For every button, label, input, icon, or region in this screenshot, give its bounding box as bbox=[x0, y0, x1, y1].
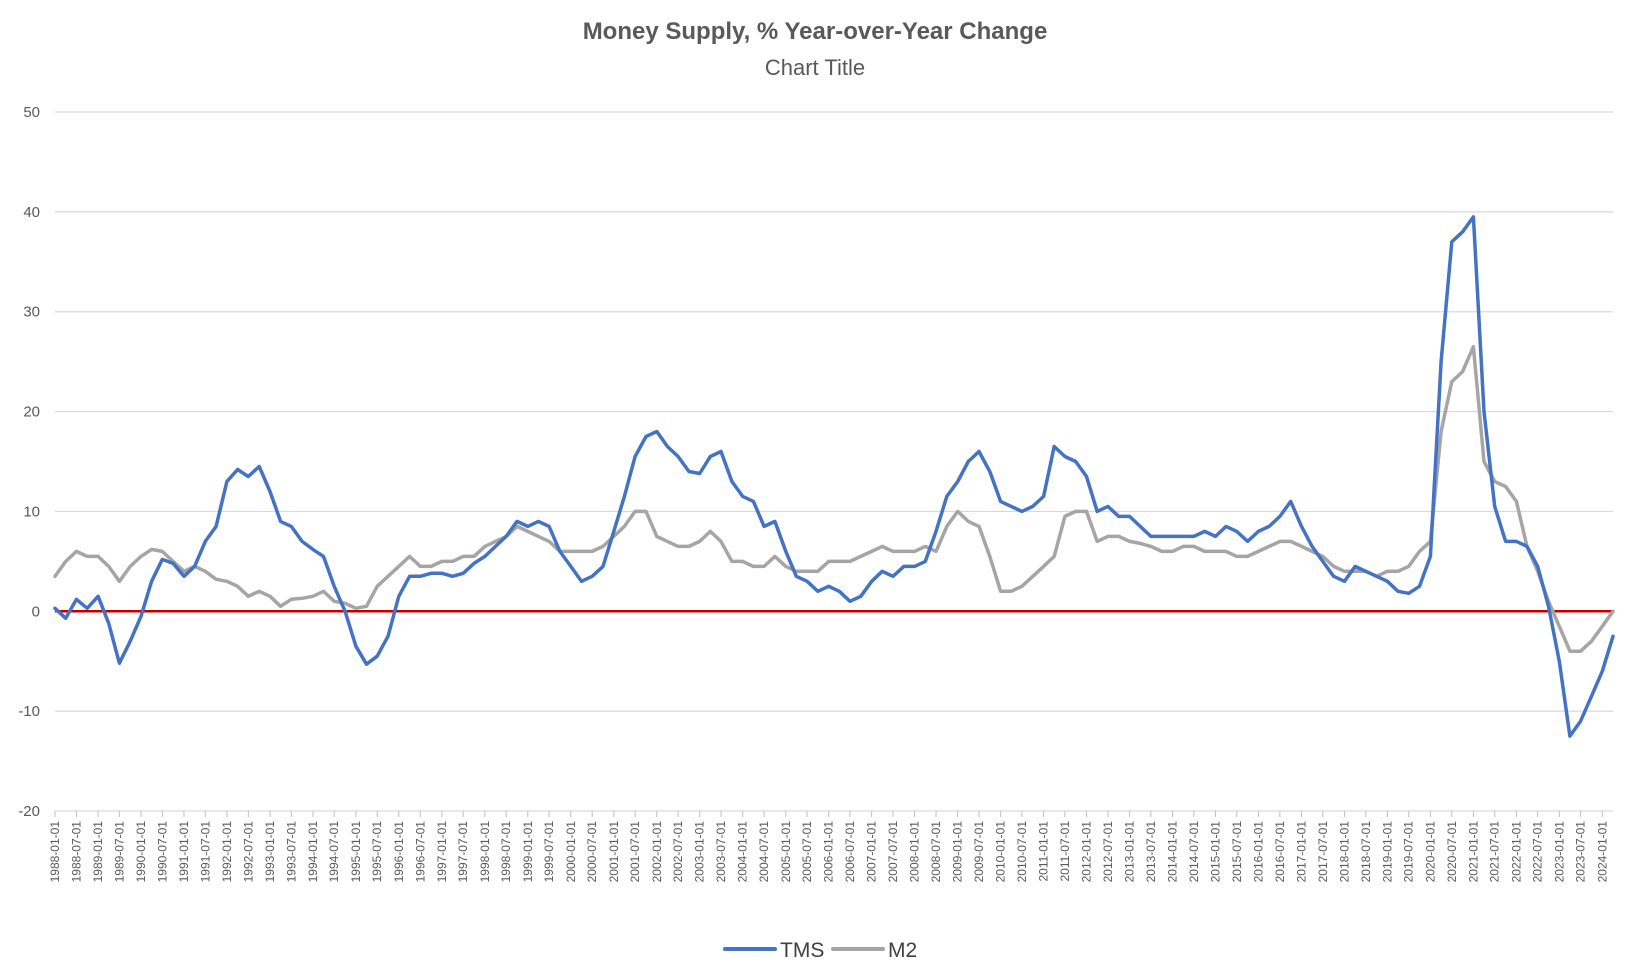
x-tick-label: 2004-01-01 bbox=[736, 821, 750, 883]
x-tick-label: 2021-01-01 bbox=[1466, 821, 1480, 883]
x-tick-label: 1997-07-01 bbox=[456, 821, 470, 883]
x-tick-label: 2016-01-01 bbox=[1251, 821, 1265, 883]
series-lines bbox=[53, 215, 1615, 738]
x-tick-label: 1996-01-01 bbox=[392, 821, 406, 883]
x-tick-label: 2017-07-01 bbox=[1316, 821, 1330, 883]
x-tick-label: 2013-07-01 bbox=[1144, 821, 1158, 883]
x-tick-label: 2016-07-01 bbox=[1273, 821, 1287, 883]
x-tick-label: 2004-07-01 bbox=[757, 821, 771, 883]
y-tick-label: 20 bbox=[23, 404, 40, 421]
x-tick-label: 1999-07-01 bbox=[542, 821, 556, 883]
x-tick-label: 2005-07-01 bbox=[800, 821, 814, 883]
legend: TMS M2 bbox=[723, 939, 917, 962]
x-tick-label: 2024-01-01 bbox=[1595, 821, 1609, 883]
x-tick-label: 1990-07-01 bbox=[155, 821, 169, 883]
y-tick-label: 0 bbox=[32, 603, 40, 620]
x-tick-label: 2003-01-01 bbox=[693, 821, 707, 883]
y-tick-label: 40 bbox=[23, 204, 40, 221]
x-axis: 1988-01-01 1988-07-01 1989-01-01 1989-07-01… bbox=[48, 811, 1609, 882]
x-tick-label: 2014-01-01 bbox=[1166, 821, 1180, 883]
x-tick-label: 2008-01-01 bbox=[908, 821, 922, 883]
x-tick-label: 1988-01-01 bbox=[48, 821, 62, 883]
legend-label-m2: M2 bbox=[888, 939, 917, 962]
x-tick-label: 1989-01-01 bbox=[91, 821, 105, 883]
x-tick-label: 2010-01-01 bbox=[994, 821, 1008, 883]
x-tick-label: 2000-07-01 bbox=[585, 821, 599, 883]
x-tick-label: 2005-01-01 bbox=[779, 821, 793, 883]
x-tick-label: 2019-07-01 bbox=[1402, 821, 1416, 883]
x-tick-label: 1995-01-01 bbox=[349, 821, 363, 883]
x-tick-label: 2019-01-01 bbox=[1380, 821, 1394, 883]
x-tick-label: 2020-01-01 bbox=[1423, 821, 1437, 883]
x-tick-label: 2000-01-01 bbox=[564, 821, 578, 883]
chart-title: Money Supply, % Year-over-Year Change bbox=[582, 18, 1048, 45]
x-tick-label: 2022-07-01 bbox=[1531, 821, 1545, 883]
x-tick-label: 2012-07-01 bbox=[1101, 821, 1115, 883]
chart-subtitle: Chart Title bbox=[764, 55, 866, 80]
y-tick-label: 50 bbox=[23, 104, 40, 121]
x-tick-label: 2003-07-01 bbox=[714, 821, 728, 883]
x-tick-label: 1991-07-01 bbox=[198, 821, 212, 883]
x-tick-label: 2020-07-01 bbox=[1445, 821, 1459, 883]
x-tick-label: 1990-01-01 bbox=[134, 821, 148, 883]
x-tick-label: 2001-01-01 bbox=[607, 821, 621, 883]
x-tick-label: 2011-01-01 bbox=[1037, 821, 1051, 882]
gridlines bbox=[55, 111, 1613, 812]
x-tick-label: 2013-01-01 bbox=[1123, 821, 1137, 883]
x-tick-label: 1994-07-01 bbox=[327, 821, 341, 883]
x-tick-label: 2002-01-01 bbox=[650, 821, 664, 883]
x-tick-label: 2015-01-01 bbox=[1208, 821, 1222, 883]
series-line-tms bbox=[53, 215, 1615, 738]
y-tick-label: -10 bbox=[18, 703, 40, 720]
x-tick-label: 1993-01-01 bbox=[263, 821, 277, 883]
x-tick-label: 2007-07-01 bbox=[886, 821, 900, 883]
x-tick-label: 2009-01-01 bbox=[951, 821, 965, 883]
x-tick-label: 1993-07-01 bbox=[284, 821, 298, 883]
x-tick-label: 2007-01-01 bbox=[865, 821, 879, 883]
x-tick-label: 2014-07-01 bbox=[1187, 821, 1201, 883]
x-tick-label: 2021-07-01 bbox=[1488, 821, 1502, 883]
y-tick-label: -20 bbox=[18, 803, 40, 820]
x-tick-label: 2023-07-01 bbox=[1574, 821, 1588, 883]
x-tick-label: 1998-01-01 bbox=[478, 821, 492, 883]
x-tick-label: 2018-07-01 bbox=[1359, 821, 1373, 883]
x-tick-label: 2010-07-01 bbox=[1015, 821, 1029, 883]
x-tick-label: 1988-07-01 bbox=[69, 821, 83, 883]
y-axis: -20 -10 0 10 20 30 40 50 bbox=[18, 104, 40, 820]
x-tick-label: 2017-01-01 bbox=[1295, 821, 1309, 883]
x-tick-label: 2002-07-01 bbox=[671, 821, 685, 883]
x-tick-label: 1992-07-01 bbox=[241, 821, 255, 883]
x-tick-label: 1992-01-01 bbox=[220, 821, 234, 883]
x-tick-label: 2001-07-01 bbox=[628, 821, 642, 883]
x-tick-label: 2006-01-01 bbox=[822, 821, 836, 883]
x-tick-label: 2023-01-01 bbox=[1552, 821, 1566, 883]
x-tick-label: 1997-01-01 bbox=[435, 821, 449, 883]
x-tick-label: 2009-07-01 bbox=[972, 821, 986, 883]
x-tick-label: 1989-07-01 bbox=[112, 821, 126, 883]
x-tick-label: 2018-01-01 bbox=[1337, 821, 1351, 883]
x-tick-label: 2008-07-01 bbox=[929, 821, 943, 883]
x-tick-label: 2006-07-01 bbox=[843, 821, 857, 883]
x-tick-label: 1995-07-01 bbox=[370, 821, 384, 883]
x-tick-label: 1991-01-01 bbox=[177, 821, 191, 883]
x-tick-label: 1999-01-01 bbox=[521, 821, 535, 883]
x-tick-label: 2012-01-01 bbox=[1080, 821, 1094, 883]
x-tick-label: 1998-07-01 bbox=[499, 821, 513, 883]
x-tick-label: 1996-07-01 bbox=[413, 821, 427, 883]
legend-label-tms: TMS bbox=[780, 939, 824, 962]
y-tick-label: 10 bbox=[23, 503, 40, 520]
series-line-m2 bbox=[53, 344, 1615, 653]
x-tick-label: 2015-07-01 bbox=[1230, 821, 1244, 883]
x-tick-label: 2011-07-01 bbox=[1058, 821, 1072, 882]
x-tick-label: 1994-01-01 bbox=[306, 821, 320, 883]
x-tick-label: 2022-01-01 bbox=[1509, 821, 1523, 883]
y-tick-label: 30 bbox=[23, 304, 40, 321]
